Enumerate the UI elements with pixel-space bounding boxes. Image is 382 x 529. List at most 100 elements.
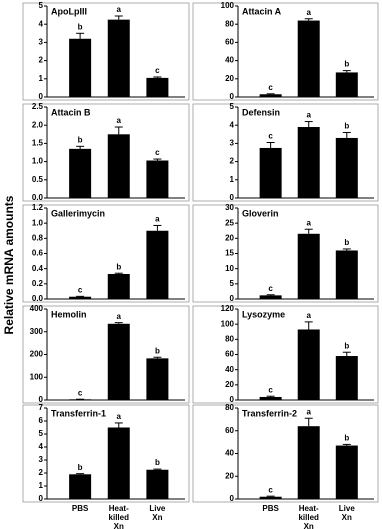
y-tick-label: 0.4 — [32, 264, 44, 273]
significance-letter: a — [306, 311, 311, 320]
significance-letter: b — [344, 341, 349, 350]
panel-frame — [192, 305, 379, 404]
significance-letter: b — [155, 346, 160, 355]
bar — [69, 38, 92, 97]
y-tick-label: 25 — [225, 218, 234, 227]
bar — [259, 396, 282, 400]
y-tick-label: 4 — [230, 120, 235, 129]
significance-letter: b — [344, 60, 349, 69]
y-tick-label: 30 — [225, 203, 234, 212]
bar — [69, 474, 92, 499]
panel-title: Defensin — [242, 107, 280, 117]
y-tick-label: 200 — [30, 350, 44, 359]
y-tick-label: 40 — [225, 449, 234, 458]
y-tick-label: 0.6 — [32, 249, 44, 258]
panel-title: Attacin B — [51, 107, 91, 117]
y-tick-label: 0 — [39, 92, 44, 101]
bar — [146, 160, 169, 198]
bar — [335, 356, 358, 400]
x-tick-label: PBS — [71, 504, 89, 513]
y-tick-label: 0 — [230, 193, 235, 202]
panel-frame — [192, 103, 379, 202]
panel-title: Hemolin — [51, 309, 87, 319]
y-tick-label: 0.0 — [32, 193, 44, 202]
y-tick-label: 5 — [39, 1, 44, 10]
bar — [107, 427, 130, 499]
y-tick-label: 6 — [39, 416, 44, 425]
bar — [335, 445, 358, 499]
significance-letter: b — [344, 122, 349, 131]
bar — [259, 295, 282, 299]
bar — [107, 134, 130, 198]
y-tick-label: 15 — [225, 249, 234, 258]
significance-letter: b — [344, 434, 349, 443]
y-tick-label: 2 — [39, 468, 44, 477]
significance-letter: a — [117, 412, 122, 421]
y-tick-label: 60 — [225, 38, 234, 47]
panel-title: ApoLpIII — [51, 6, 87, 16]
panel-title: Transferrin-1 — [51, 408, 106, 418]
significance-letter: a — [306, 111, 311, 120]
y-tick-label: 0 — [39, 494, 44, 503]
y-tick-label: 120 — [221, 304, 235, 313]
y-tick-label: 1.5 — [32, 139, 44, 148]
panel-title: Gallerimycin — [51, 208, 105, 218]
panel-title: Gloverin — [242, 208, 279, 218]
significance-letter: b — [78, 22, 83, 31]
bar — [297, 426, 320, 499]
y-tick-label: 40 — [225, 365, 234, 374]
significance-letter: b — [344, 238, 349, 247]
y-tick-label: 4 — [39, 19, 44, 28]
bar — [297, 127, 320, 198]
y-axis-label: Relative mRNA amounts — [2, 195, 16, 334]
y-tick-label: 2.5 — [32, 102, 44, 111]
y-tick-label: 20 — [225, 380, 234, 389]
y-tick-label: 5 — [39, 429, 44, 438]
y-tick-label: 20 — [225, 471, 234, 480]
bar — [146, 230, 169, 299]
y-tick-label: 0.2 — [32, 279, 44, 288]
significance-letter: c — [155, 148, 160, 157]
bar — [335, 250, 358, 299]
significance-letter: a — [306, 218, 311, 227]
significance-letter: c — [155, 66, 160, 75]
significance-letter: b — [116, 262, 121, 271]
y-tick-label: 300 — [30, 327, 44, 336]
bar — [146, 77, 169, 97]
x-tick-label: Heat-killed Xn — [108, 504, 129, 529]
panel-frame — [192, 204, 379, 303]
y-tick-label: 1.2 — [32, 203, 44, 212]
y-tick-label: 0.8 — [32, 233, 44, 242]
y-tick-label: 0 — [230, 92, 235, 101]
y-tick-label: 0 — [39, 395, 44, 404]
bar — [146, 469, 169, 499]
y-tick-label: 0 — [230, 294, 235, 303]
significance-letter: a — [117, 312, 122, 321]
y-tick-label: 1.0 — [32, 218, 44, 227]
panel-title: Transferrin-2 — [242, 408, 297, 418]
y-tick-label: 3 — [39, 455, 44, 464]
y-tick-label: 80 — [225, 334, 234, 343]
panel-frame — [192, 2, 379, 101]
y-tick-label: 40 — [225, 56, 234, 65]
bar — [146, 358, 169, 400]
y-tick-label: 20 — [225, 233, 234, 242]
bar — [107, 323, 130, 400]
y-tick-label: 0 — [230, 395, 235, 404]
bar — [335, 137, 358, 198]
bar — [297, 329, 320, 400]
y-tick-label: 0.5 — [32, 175, 44, 184]
y-tick-label: 20 — [225, 74, 234, 83]
bar — [259, 496, 282, 499]
significance-letter: a — [117, 5, 122, 14]
significance-letter: c — [268, 83, 273, 92]
y-tick-label: 1 — [39, 481, 44, 490]
y-tick-label: 0.0 — [32, 294, 44, 303]
y-tick-label: 5 — [230, 279, 235, 288]
y-tick-label: 2 — [230, 157, 235, 166]
y-tick-label: 3 — [39, 38, 44, 47]
significance-letter: b — [78, 463, 83, 472]
bar — [335, 72, 358, 97]
